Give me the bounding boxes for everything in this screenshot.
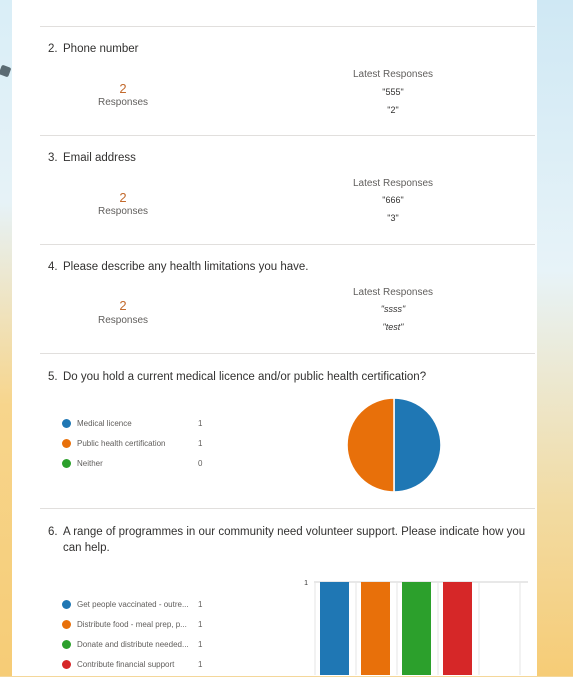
legend-item: Donate and distribute needed... 1	[62, 639, 202, 651]
question-number: 4.	[48, 261, 58, 273]
latest-responses-label: Latest Responses	[352, 178, 434, 189]
latest-response: "555"	[382, 87, 404, 97]
legend-value: 1	[198, 640, 203, 649]
legend-item: Neither 0	[62, 458, 202, 470]
latest-response: "666"	[382, 195, 404, 205]
legend-label: Public health certification	[77, 439, 166, 448]
bar-chart: 1	[304, 580, 528, 675]
question-3: 3. Email address 2 Responses Latest Respo…	[40, 135, 535, 245]
decorative-doodle	[0, 64, 12, 78]
legend-swatch	[62, 599, 71, 609]
question-number: 5.	[48, 371, 58, 383]
legend-swatch	[62, 458, 71, 468]
question-text: Please describe any health limitations y…	[63, 261, 309, 273]
responses-card: 7 2. Phone number 2 Responses Latest Resp…	[12, 0, 537, 676]
legend-label: Contribute financial support	[77, 660, 175, 669]
latest-response: "3"	[387, 213, 399, 223]
legend-item: Public health certification 1	[62, 438, 202, 450]
question-title: 4. Please describe any health limitations…	[48, 259, 528, 275]
legend-value: 1	[198, 660, 203, 669]
latest-response: "ssss"	[380, 304, 406, 314]
legend-item: Medical licence 1	[62, 418, 202, 430]
question-title: 3. Email address	[48, 150, 528, 166]
pie-slice	[393, 397, 442, 493]
legend-swatch	[62, 438, 71, 448]
latest-response: "2"	[387, 105, 399, 115]
top-fragment: 7	[390, 0, 396, 3]
legend-label: Neither	[77, 459, 103, 468]
y-tick-label: 1	[304, 580, 308, 587]
background-left	[0, 0, 12, 676]
legend-label: Medical licence	[77, 419, 132, 428]
bar	[361, 582, 390, 675]
question-title: 5. Do you hold a current medical licence …	[48, 369, 528, 385]
background-right	[537, 0, 573, 676]
response-count[interactable]: 2	[119, 298, 127, 313]
bar	[320, 582, 349, 675]
legend-label: Get people vaccinated - outre...	[77, 600, 189, 609]
legend-swatch	[62, 659, 71, 669]
response-count[interactable]: 2	[119, 81, 127, 96]
question-5: 5. Do you hold a current medical licence …	[40, 353, 535, 509]
question-title: 6. A range of programmes in our community…	[48, 524, 528, 556]
legend-value: 1	[198, 419, 203, 428]
question-title: 2. Phone number	[48, 41, 528, 57]
legend-item: Distribute food - meal prep, p... 1	[62, 619, 202, 631]
latest-responses-label: Latest Responses	[352, 287, 434, 298]
legend-swatch	[62, 418, 71, 428]
latest-responses-label: Latest Responses	[352, 69, 434, 80]
question-6: 6. A range of programmes in our community…	[40, 508, 535, 677]
latest-response: "test"	[382, 322, 404, 332]
responses-label: Responses	[97, 315, 149, 326]
legend-value: 1	[198, 600, 203, 609]
legend-value: 1	[198, 439, 203, 448]
question-text: Email address	[63, 152, 136, 164]
pie-slice	[346, 397, 395, 493]
legend-swatch	[62, 619, 71, 629]
question-text: A range of programmes in our community n…	[63, 526, 526, 554]
question-2: 2. Phone number 2 Responses Latest Respon…	[40, 26, 535, 136]
response-count[interactable]: 2	[119, 190, 127, 205]
legend-swatch	[62, 639, 71, 649]
bar	[402, 582, 431, 675]
legend-value: 0	[198, 459, 203, 468]
question-number: 6.	[48, 526, 58, 538]
pie-chart	[346, 397, 442, 493]
legend-label: Distribute food - meal prep, p...	[77, 620, 187, 629]
bar	[443, 582, 472, 675]
question-number: 3.	[48, 152, 58, 164]
legend-item: Get people vaccinated - outre... 1	[62, 599, 202, 611]
question-text: Do you hold a current medical licence an…	[63, 371, 427, 383]
question-number: 2.	[48, 43, 58, 55]
responses-label: Responses	[97, 206, 149, 217]
question-text: Phone number	[63, 43, 139, 55]
legend-item: Contribute financial support 1	[62, 659, 202, 671]
question-4: 4. Please describe any health limitations…	[40, 244, 535, 354]
legend-value: 1	[198, 620, 203, 629]
legend-label: Donate and distribute needed...	[77, 640, 189, 649]
responses-label: Responses	[97, 97, 149, 108]
